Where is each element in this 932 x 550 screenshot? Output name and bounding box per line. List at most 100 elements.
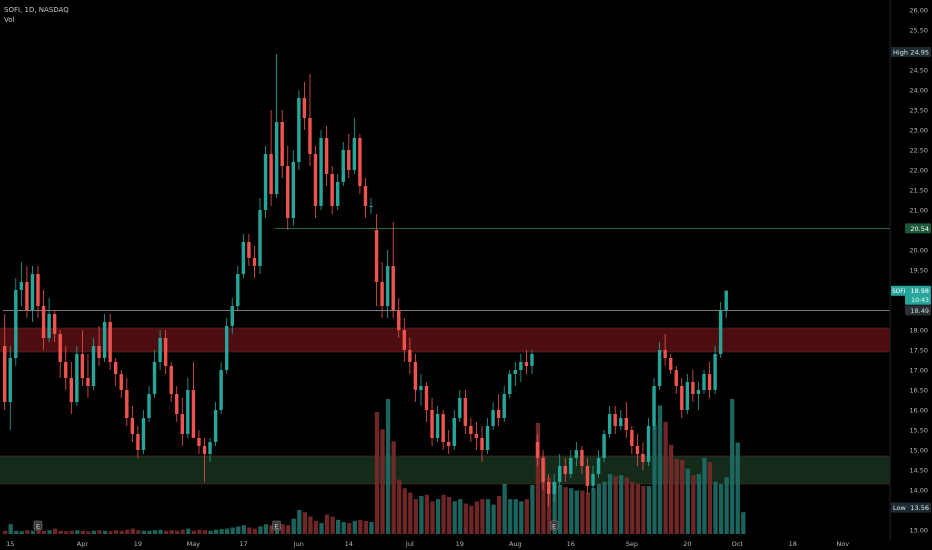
candle-body <box>718 310 723 354</box>
candle-body <box>341 150 345 182</box>
candle <box>513 362 517 386</box>
candle-body <box>613 414 617 426</box>
volume-bar <box>197 529 202 534</box>
candle-body <box>52 314 57 334</box>
candle <box>669 354 673 374</box>
volume-bar <box>558 485 563 534</box>
horizontal-lines-layer <box>3 227 890 311</box>
candle <box>508 370 512 398</box>
price-tick-label: 25.50 <box>909 26 928 34</box>
volume-bar <box>125 529 130 534</box>
candle <box>574 442 579 466</box>
candle-body <box>147 394 151 418</box>
time-tick-label: 19 <box>456 540 464 548</box>
volume-bar <box>630 481 635 534</box>
candle <box>86 354 90 398</box>
candle <box>219 362 223 414</box>
candle-body <box>657 350 662 386</box>
candles-layer <box>3 54 728 506</box>
candle <box>641 442 645 470</box>
candle-body <box>569 458 573 474</box>
candle-body <box>524 362 529 366</box>
volume-bar <box>225 528 230 534</box>
candle <box>252 246 257 278</box>
candle-body <box>491 410 495 426</box>
support-line-label-bg <box>905 305 931 316</box>
candle-body <box>419 386 423 390</box>
candle-body <box>3 346 7 402</box>
candle <box>435 406 440 442</box>
candle-body <box>674 370 678 386</box>
earnings-marker: E <box>549 520 559 531</box>
volume-bar <box>69 530 74 534</box>
volume-bar <box>213 529 219 534</box>
candle-body <box>125 390 129 418</box>
candle-body <box>64 362 68 378</box>
volume-bar <box>280 524 285 534</box>
price-tick-label: 13.00 <box>909 526 928 534</box>
earnings-badge <box>272 520 281 531</box>
candle-body <box>635 446 640 454</box>
volume-bar <box>696 474 702 534</box>
volume-bar <box>202 530 208 534</box>
candle <box>624 402 628 438</box>
volume-bar <box>302 512 307 534</box>
candle-body <box>230 306 234 326</box>
volume-bar <box>75 530 80 534</box>
candle <box>491 402 495 430</box>
candle-body <box>225 326 229 370</box>
candle-body <box>602 434 606 458</box>
candle <box>280 110 284 178</box>
candle-body <box>158 338 162 362</box>
time-tick-label: Jul <box>405 540 414 548</box>
price-tick-label: 18.00 <box>909 326 928 334</box>
candle <box>657 342 662 390</box>
volume-bar <box>741 512 746 534</box>
candle <box>424 382 429 422</box>
candle <box>546 474 551 506</box>
volume-bar <box>352 520 357 534</box>
volume-bar <box>718 483 724 534</box>
volume-bar <box>685 468 690 534</box>
candle-body <box>574 450 579 458</box>
candle-body <box>496 410 501 418</box>
candle <box>696 382 701 410</box>
candle <box>41 290 46 350</box>
candle-body <box>236 274 240 306</box>
time-tick-label: Jun <box>293 540 304 548</box>
high-price-label-bg <box>904 47 931 57</box>
candle-body <box>641 454 645 462</box>
volume-bar <box>463 503 468 534</box>
candle-body <box>441 414 445 442</box>
volume-bar <box>119 530 124 534</box>
candle-body <box>197 438 201 446</box>
volume-bar <box>97 530 102 534</box>
volume-bar <box>324 514 330 534</box>
candle-body <box>707 374 712 390</box>
candle <box>230 298 234 334</box>
volume-bar <box>624 477 629 534</box>
candle-body <box>619 418 623 426</box>
time-tick-label: Apr <box>77 540 89 548</box>
price-tick-label: 21.00 <box>909 206 928 214</box>
price-tick-label: 16.00 <box>909 406 928 414</box>
candle <box>30 266 35 322</box>
volume-bar <box>330 516 335 534</box>
candle <box>263 146 268 218</box>
candle <box>202 438 207 482</box>
volume-bar <box>730 399 735 534</box>
volume-layer <box>3 399 746 534</box>
volume-bar <box>469 505 474 534</box>
volume-bar <box>336 519 341 534</box>
candle <box>58 330 62 378</box>
candle <box>535 434 540 466</box>
candle-body <box>624 418 628 430</box>
volume-bar <box>130 528 135 534</box>
volume-indicator-label: Vol <box>4 16 15 24</box>
time-tick-label: Sep <box>626 540 638 548</box>
candle-body <box>86 378 90 386</box>
candle <box>502 386 506 422</box>
volume-bar <box>496 495 502 534</box>
